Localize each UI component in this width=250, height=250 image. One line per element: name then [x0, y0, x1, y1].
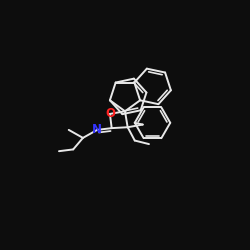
Text: O: O [105, 108, 115, 120]
Text: N: N [92, 124, 102, 136]
